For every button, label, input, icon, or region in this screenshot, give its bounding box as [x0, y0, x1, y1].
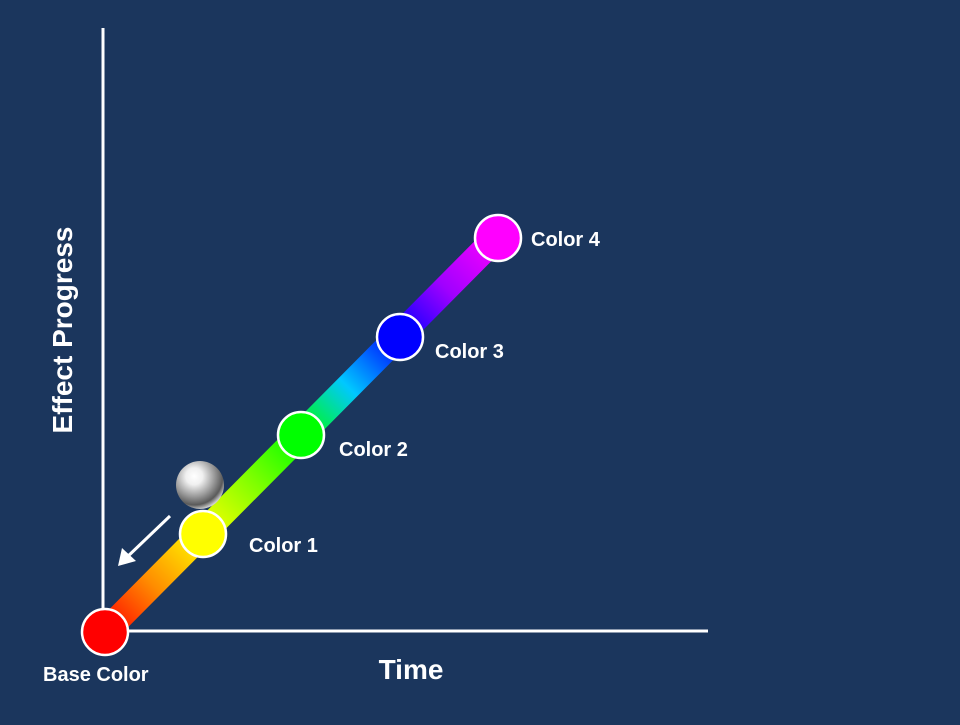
- label-color-4: Color 4: [531, 229, 601, 251]
- label-color-1: Color 1: [249, 535, 318, 557]
- silver-ball-icon: [176, 461, 224, 509]
- stop-base-color: [80, 607, 130, 657]
- label-base-color: Base Color: [43, 664, 149, 686]
- stop-color-2: [276, 410, 326, 460]
- arrow-down-left-icon: [118, 514, 172, 566]
- y-axis-title: Effect Progress: [47, 227, 78, 434]
- stop-color-3: [375, 312, 425, 362]
- x-axis-title: Time: [379, 654, 444, 685]
- stop-color-4: [473, 213, 523, 263]
- color-stops: [80, 213, 523, 657]
- stop-color-1: [178, 509, 228, 559]
- label-color-3: Color 3: [435, 341, 504, 363]
- label-color-2: Color 2: [339, 439, 408, 461]
